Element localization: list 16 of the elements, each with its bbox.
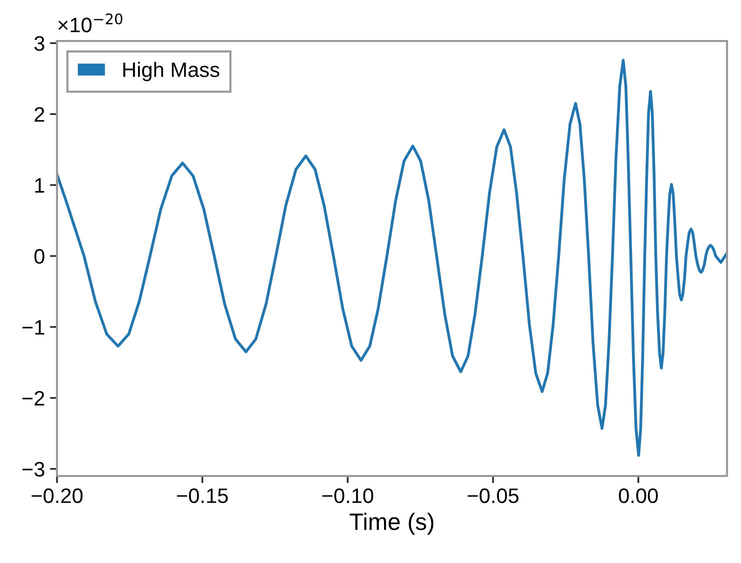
y-tick-label: 1	[35, 178, 44, 193]
x-axis-title: Time (s)	[350, 512, 434, 535]
y-tick-label: −2	[22, 390, 44, 406]
legend-label: High Mass	[123, 62, 220, 82]
text: ×10$^{−20}$	[58, 13, 122, 32]
x-tick-label: 0.00	[618, 488, 658, 504]
y-tick-label: 2	[34, 107, 44, 122]
y-tick-label: 0	[34, 249, 44, 264]
y-tick-label: −1	[22, 320, 44, 335]
y-tick-label: −3	[22, 462, 44, 477]
x-tick-label: −0.20	[32, 488, 83, 504]
y-tick-label: 3	[34, 36, 44, 51]
line-series	[57, 58, 727, 457]
x-tick-label: −0.05	[468, 488, 518, 504]
x-tick-label: −0.15	[177, 488, 228, 504]
x-tick-label: −0.10	[322, 488, 374, 504]
